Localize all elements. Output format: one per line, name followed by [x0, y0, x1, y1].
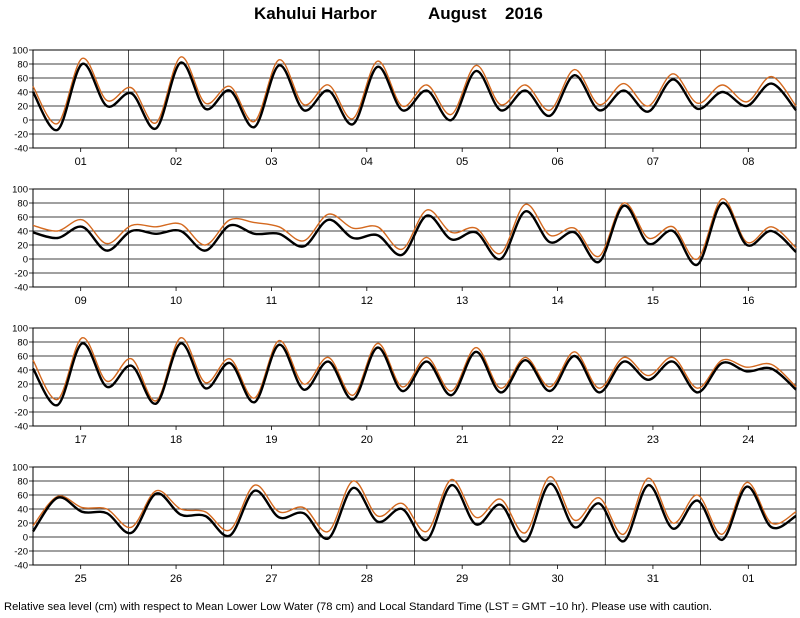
- y-tick-label: 20: [17, 241, 28, 252]
- x-tick-label: 12: [361, 295, 373, 307]
- y-tick-label: 80: [17, 60, 28, 71]
- x-tick-label: 15: [647, 295, 659, 307]
- x-tick-label: 13: [456, 295, 468, 307]
- y-tick-label: 100: [12, 185, 28, 196]
- y-tick-label: 0: [23, 116, 28, 127]
- x-tick-label: 06: [551, 156, 563, 168]
- plot-frame: [32, 327, 797, 427]
- x-tick-label: 01: [75, 156, 87, 168]
- y-tick-label: -40: [14, 422, 28, 433]
- y-tick-label: 80: [17, 199, 28, 210]
- y-tick-label: 100: [12, 463, 28, 474]
- observed-series-line: [32, 198, 797, 260]
- x-tick-label: 26: [170, 573, 182, 585]
- footer-note: Relative sea level (cm) with respect to …: [4, 601, 713, 613]
- y-tick-label: 20: [17, 519, 28, 530]
- x-tick-label: 17: [75, 434, 87, 446]
- y-tick-label: 100: [12, 46, 28, 57]
- y-tick-label: 40: [17, 366, 28, 377]
- observed-series-line: [32, 476, 797, 535]
- x-tick-label: 05: [456, 156, 468, 168]
- predicted-series-line: [31, 342, 797, 407]
- y-tick-label: -40: [14, 144, 28, 155]
- y-tick-label: -20: [14, 130, 28, 141]
- x-tick-label: 08: [742, 156, 754, 168]
- y-tick-label: 0: [23, 394, 28, 405]
- chart-panel-2: -40 -20 0 20 40 60 80 100 09 10 11 12 13 14 15 16: [12, 185, 797, 307]
- x-tick-label: 18: [170, 434, 182, 446]
- x-tick-label: 20: [361, 434, 373, 446]
- chart-panel-1: -40 -20 0 20 40 60 80 100 01 02 03 04 05 06 07 08: [12, 46, 797, 168]
- y-tick-label: 40: [17, 227, 28, 238]
- x-tick-label: 24: [742, 434, 754, 446]
- y-tick-label: 20: [17, 380, 28, 391]
- y-tick-label: 80: [17, 338, 28, 349]
- y-tick-label: 40: [17, 505, 28, 516]
- title-station: Kahului Harbor: [254, 4, 377, 23]
- chart-panel-4: -40 -20 0 20 40 60 80 100 25 26 27 28 29 30 31 01: [12, 463, 797, 585]
- x-tick-label: 30: [551, 573, 563, 585]
- y-tick-label: 60: [17, 352, 28, 363]
- predicted-series-line: [32, 482, 797, 543]
- x-tick-label: 02: [170, 156, 182, 168]
- x-tick-label: 07: [647, 156, 659, 168]
- y-tick-label: 60: [17, 491, 28, 502]
- x-tick-label: 21: [456, 434, 468, 446]
- predicted-series-line: [31, 61, 797, 132]
- y-tick-label: 0: [23, 533, 28, 544]
- y-tick-label: 80: [17, 477, 28, 488]
- y-tick-label: 60: [17, 74, 28, 85]
- y-tick-label: -40: [14, 561, 28, 572]
- title-year: 2016: [505, 4, 543, 23]
- x-tick-label: 14: [551, 295, 563, 307]
- y-tick-label: -40: [14, 283, 28, 294]
- x-tick-label: 04: [361, 156, 373, 168]
- plot-frame: [32, 49, 797, 149]
- y-tick-label: 60: [17, 213, 28, 224]
- x-tick-label: 28: [361, 573, 373, 585]
- chart-title: Kahului Harbor August 2016: [0, 4, 800, 28]
- x-tick-label: 09: [75, 295, 87, 307]
- x-tick-label: 11: [266, 295, 277, 307]
- x-tick-label: 31: [647, 573, 659, 585]
- x-tick-label: 01: [742, 573, 754, 585]
- x-tick-label: 23: [647, 434, 659, 446]
- observed-series-line: [32, 337, 797, 402]
- x-tick-label: 16: [742, 295, 754, 307]
- x-tick-label: 19: [265, 434, 277, 446]
- y-tick-label: 0: [23, 255, 28, 266]
- x-tick-label: 03: [265, 156, 277, 168]
- chart-panel-3: -40 -20 0 20 40 60 80 100 17 18 19 20 21 22 23 24: [12, 324, 797, 446]
- x-tick-label: 10: [170, 295, 182, 307]
- y-tick-label: -20: [14, 547, 28, 558]
- x-tick-label: 25: [75, 573, 87, 585]
- x-tick-label: 29: [456, 573, 468, 585]
- x-tick-label: 22: [551, 434, 563, 446]
- y-tick-label: 20: [17, 102, 28, 113]
- x-tick-label: 27: [265, 573, 277, 585]
- y-tick-label: -20: [14, 269, 28, 280]
- plot-frame: [32, 188, 797, 288]
- y-tick-label: -20: [14, 408, 28, 419]
- title-month: August: [428, 4, 487, 23]
- y-tick-label: 40: [17, 88, 28, 99]
- predicted-series-line: [32, 201, 797, 266]
- y-tick-label: 100: [12, 324, 28, 335]
- observed-series-line: [32, 56, 797, 125]
